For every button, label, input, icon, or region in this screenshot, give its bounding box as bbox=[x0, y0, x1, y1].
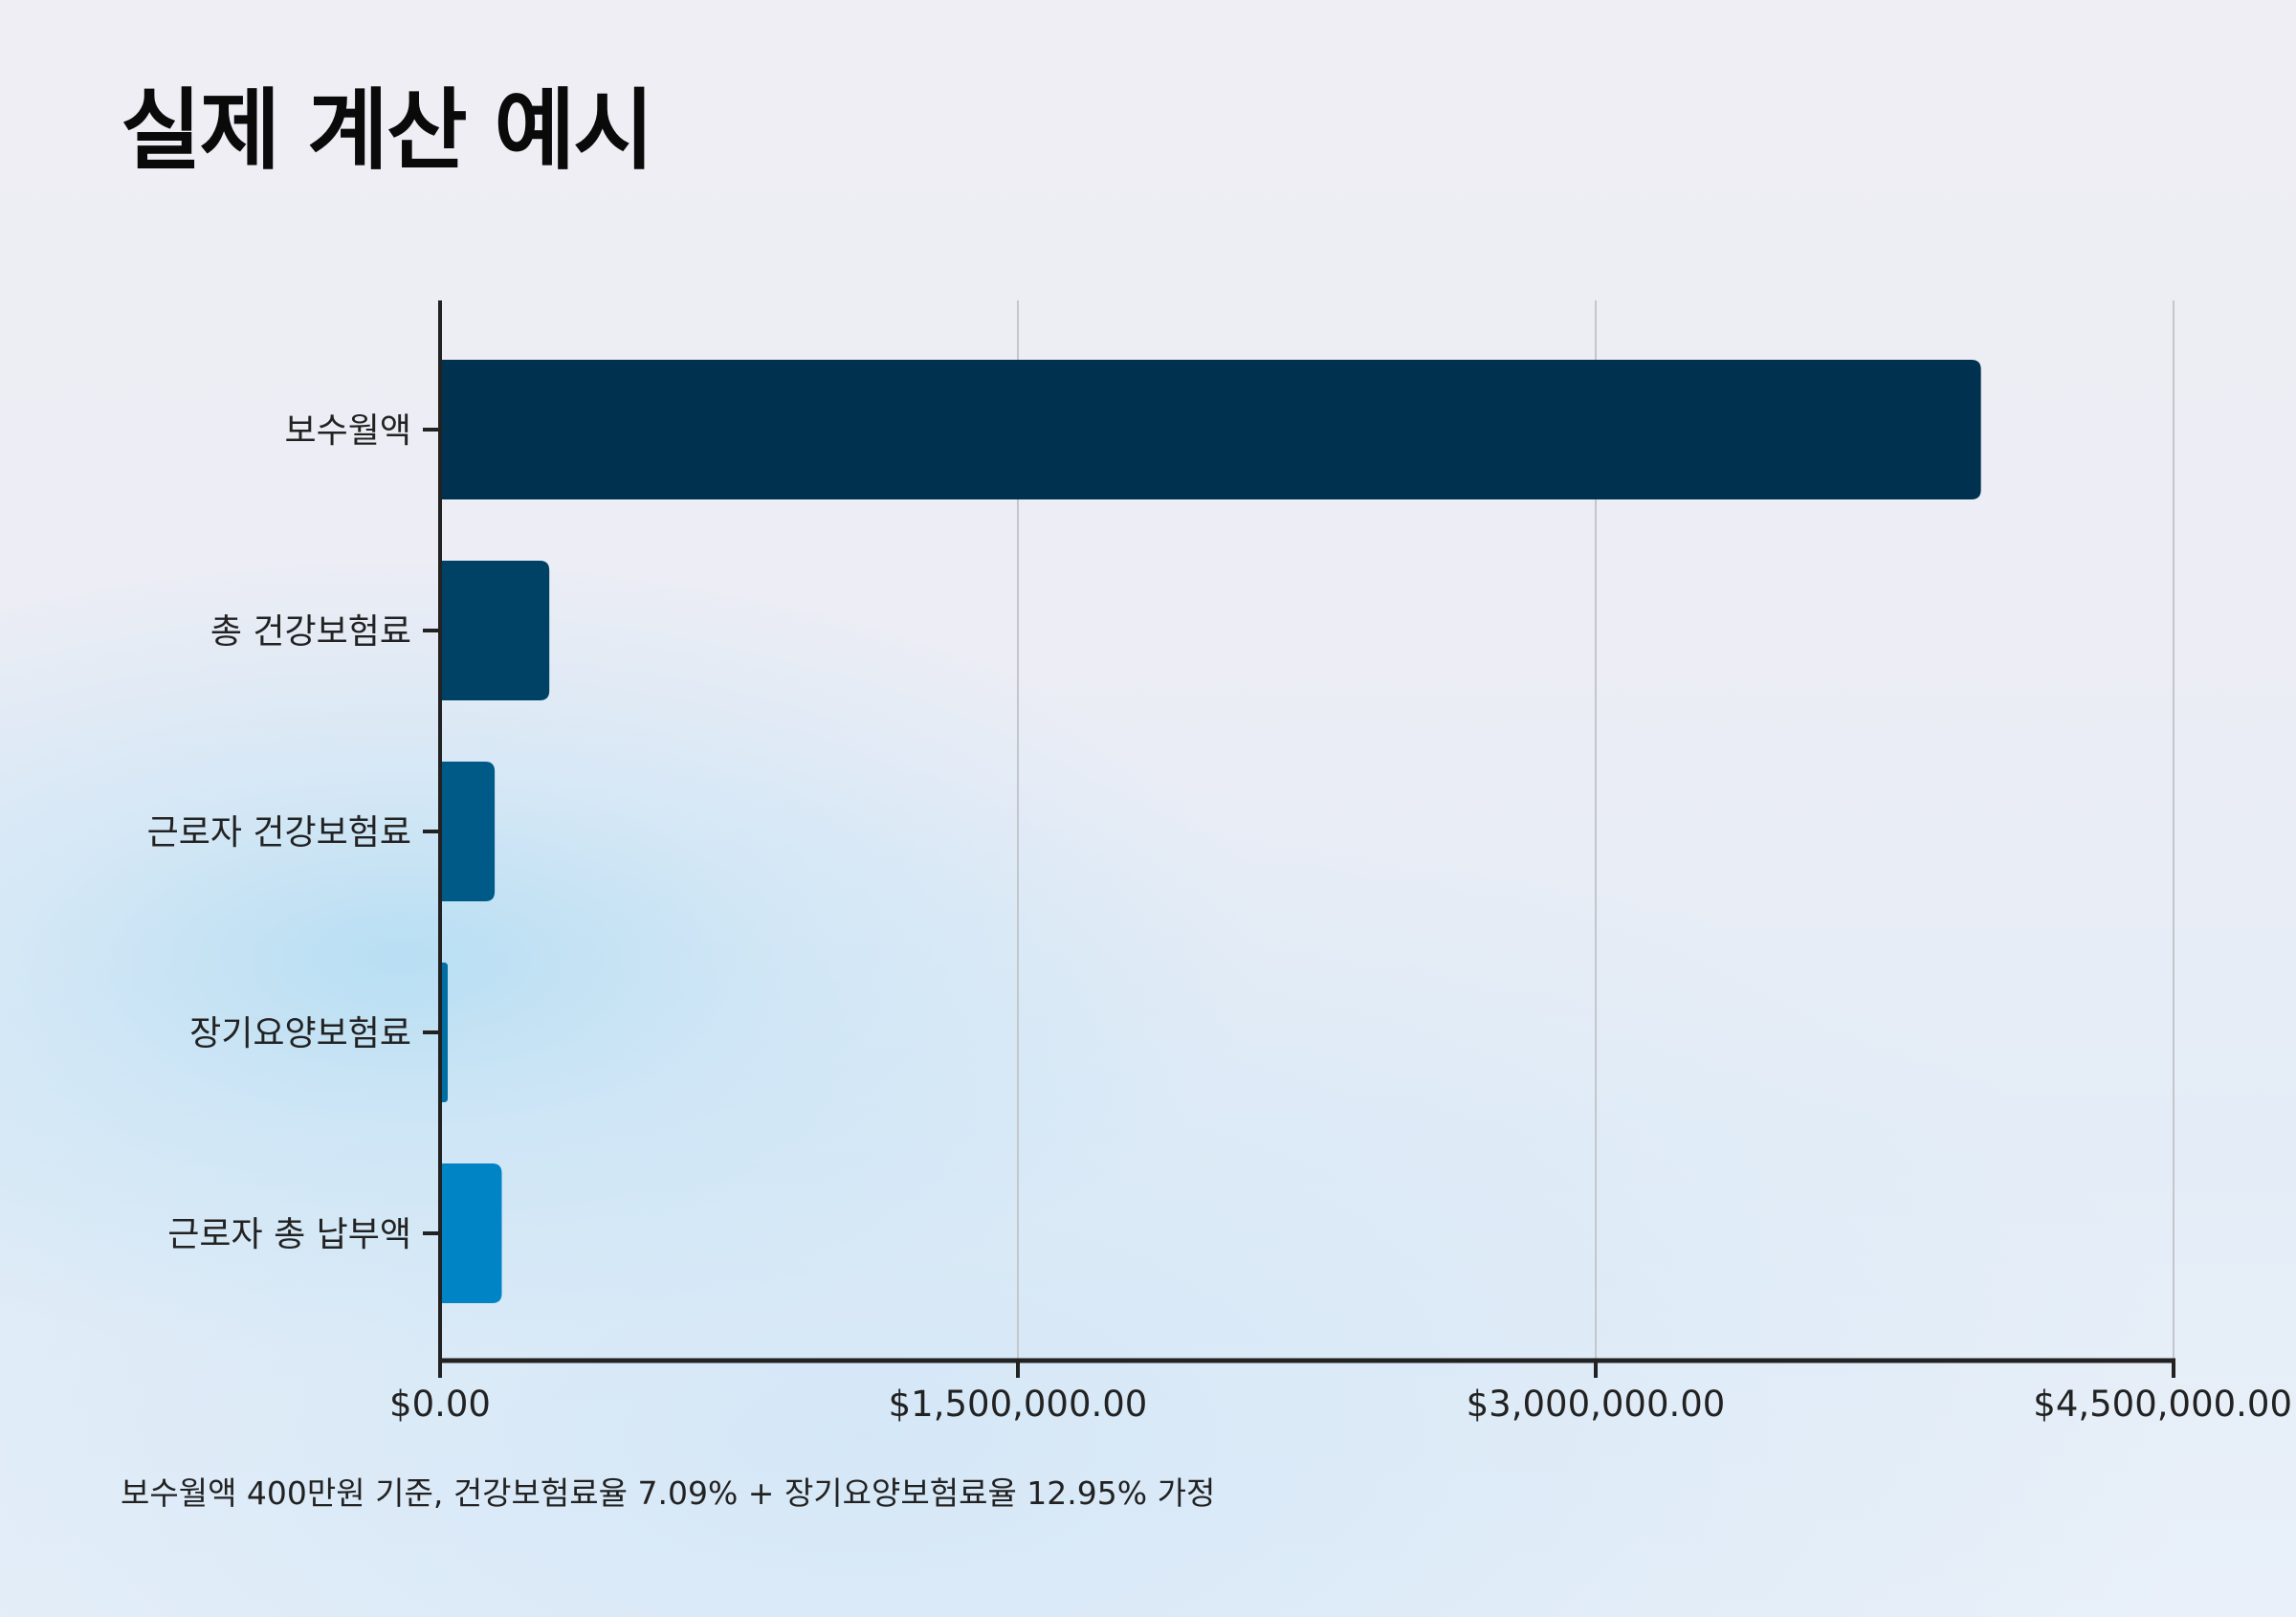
category-label-3: 장기요양보험료 bbox=[189, 1014, 411, 1053]
page-title: 실제 계산 예시 bbox=[121, 79, 654, 182]
bar-4 bbox=[440, 1163, 502, 1303]
bar-0 bbox=[440, 360, 1981, 499]
x-tick-label-0: $0.00 bbox=[389, 1384, 491, 1425]
category-label-0: 보수월액 bbox=[285, 411, 411, 451]
bar-2 bbox=[440, 762, 496, 901]
x-tick-label-1: $1,500,000.00 bbox=[889, 1384, 1148, 1425]
category-label-1: 총 건강보험료 bbox=[210, 612, 411, 652]
axes bbox=[423, 300, 2175, 1378]
footnote: 보수월액 400만원 기준, 건강보험료율 7.09% + 장기요양보험료율 1… bbox=[121, 1474, 1216, 1512]
category-label-2: 근로자 건강보험료 bbox=[147, 813, 411, 853]
x-tick-label-3: $4,500,000.00 bbox=[2033, 1384, 2292, 1425]
bar-1 bbox=[440, 561, 550, 700]
x-tick-label-2: $3,000,000.00 bbox=[1467, 1384, 1726, 1425]
bars bbox=[440, 360, 1981, 1303]
category-label-4: 근로자 총 납부액 bbox=[167, 1215, 411, 1254]
